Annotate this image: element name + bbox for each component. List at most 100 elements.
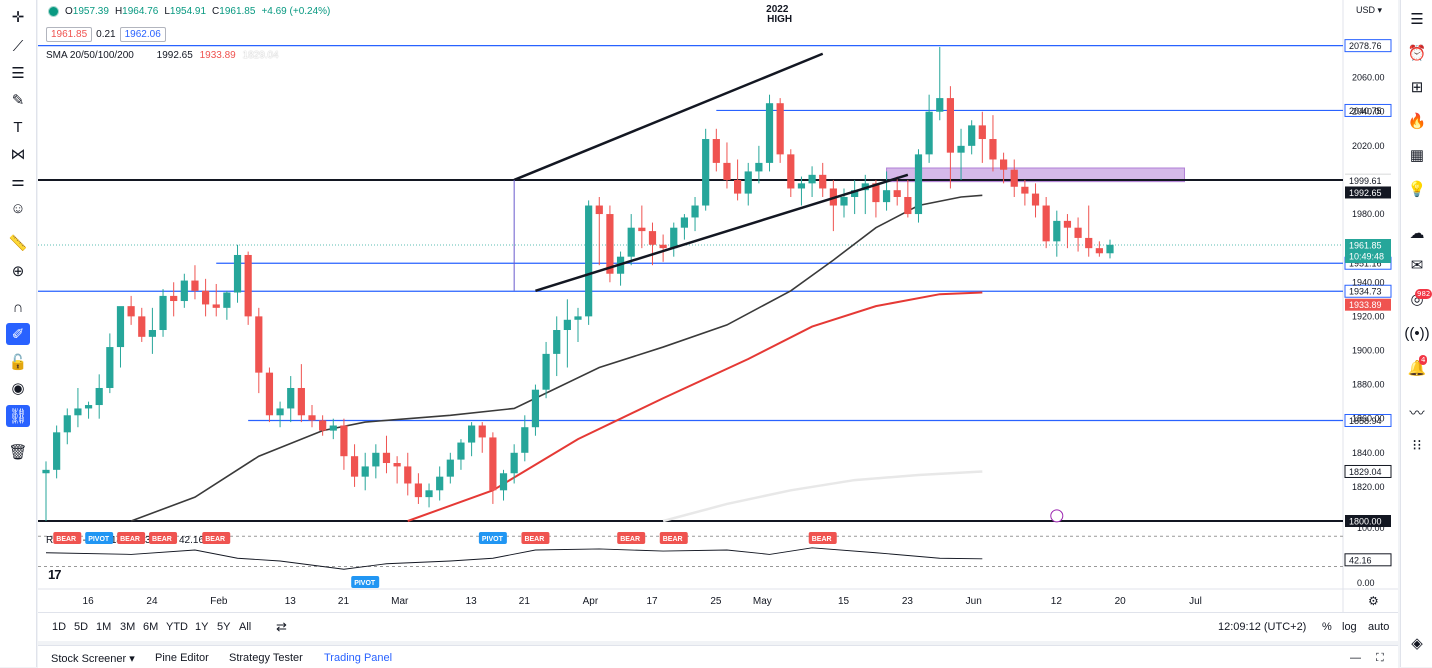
ruler-icon[interactable]: 📏: [8, 235, 28, 252]
link-icon[interactable]: ⛓: [6, 405, 30, 427]
ideas-icon[interactable]: 💡: [1407, 181, 1427, 198]
timeframe-5y[interactable]: 5Y: [217, 621, 231, 633]
magnet-icon[interactable]: ∩: [12, 298, 24, 316]
text-tool-icon[interactable]: T: [13, 118, 23, 136]
candle-body: [84, 405, 93, 409]
price-label: 1933.89: [1349, 300, 1382, 310]
y-tick-label: 1900.00: [1352, 345, 1385, 355]
lock-drawing-icon[interactable]: ✐: [6, 323, 30, 345]
log-toggle[interactable]: log: [1342, 621, 1357, 633]
pivot-marker: [351, 576, 380, 588]
candle-body: [734, 179, 742, 194]
hotlists-icon[interactable]: 🔥: [1407, 113, 1427, 130]
bear-marker: [521, 532, 550, 544]
x-tick-label: Jul: [1189, 596, 1202, 607]
emoji-icon[interactable]: ☺: [10, 199, 26, 217]
tradingview-logo: 17: [48, 567, 62, 582]
level-label: 1858.94: [1349, 416, 1382, 426]
date-range-icon[interactable]: ⇄: [276, 619, 287, 634]
minimize-icon[interactable]: —: [1350, 652, 1361, 664]
crosshair-icon[interactable]: ✛: [11, 9, 25, 26]
timeframe-1y[interactable]: 1Y: [195, 621, 209, 633]
pattern-icon[interactable]: ⋈: [10, 146, 26, 163]
candle-body: [212, 304, 220, 308]
candle-body: [276, 408, 284, 416]
pivot-marker: [85, 532, 114, 544]
timeframe-6m[interactable]: 6M: [143, 621, 159, 633]
candle-body: [627, 227, 635, 257]
candle-body: [712, 139, 720, 163]
zoom-in-icon[interactable]: ⊕: [11, 263, 25, 280]
percent-toggle[interactable]: %: [1322, 621, 1332, 633]
x-tick-label: 13: [466, 596, 478, 607]
price-label-box: [1345, 298, 1391, 311]
tab-pine-editor[interactable]: Pine Editor: [155, 652, 209, 664]
sma-value-1: 1992.65: [156, 50, 193, 61]
clock-time[interactable]: 12:09:12 (UTC+2): [1218, 621, 1307, 633]
candle-body: [265, 372, 274, 416]
horizontal-lines-icon[interactable]: ☰: [11, 65, 25, 82]
calendar-icon[interactable]: ▦: [1409, 147, 1425, 164]
sma-legend[interactable]: SMA 20/50/100/200 1992.65 1933.89 1829.0…: [46, 50, 283, 61]
candle-body: [436, 476, 444, 491]
candle-body: [521, 427, 529, 453]
candle-body: [223, 292, 231, 308]
candle-body: [563, 319, 571, 331]
price-chart[interactable]: 2078.762040.751951.161934.731858.942000.…: [38, 0, 1398, 612]
open-label: O: [65, 6, 73, 17]
tab-trading-panel[interactable]: Trading Panel: [324, 652, 393, 664]
chat-icon[interactable]: ☁: [1409, 225, 1425, 242]
left-toolbar: ✛ ⟋ ☰ ✎ T ⋈ ⚌ ☺ 📏 ⊕ ∩ ✐ 🔓 ◉ ⛓ 🗑: [0, 0, 37, 667]
trash-icon[interactable]: 🗑: [8, 444, 28, 461]
y-tick-label: 2060.00: [1352, 73, 1385, 83]
candle-body: [170, 295, 178, 302]
candle-body: [723, 162, 731, 180]
x-tick-label: Jun: [966, 596, 982, 607]
broadcast-icon[interactable]: ((•)): [1404, 324, 1430, 342]
trading-icon[interactable]: 〰: [1409, 404, 1425, 422]
eye-icon[interactable]: ◉: [11, 380, 25, 397]
candle-body: [787, 154, 795, 189]
maximize-icon[interactable]: ⛶: [1376, 652, 1384, 664]
candle-body: [95, 387, 103, 406]
level-label: 2040.75: [1349, 106, 1382, 116]
candle-body: [691, 205, 699, 218]
timeframe-5d[interactable]: 5D: [74, 621, 89, 633]
candle-body: [925, 111, 933, 155]
auto-toggle[interactable]: auto: [1368, 621, 1390, 633]
timeframe-3m[interactable]: 3M: [120, 621, 136, 633]
marker-label: BEAR: [524, 536, 544, 543]
x-tick-label: Apr: [583, 596, 599, 607]
candle-body: [1106, 244, 1114, 254]
dom-icon[interactable]: ⁝⁝: [1412, 437, 1422, 454]
timeframe-1d[interactable]: 1D: [52, 621, 67, 633]
tab-strategy-tester[interactable]: Strategy Tester: [229, 652, 303, 664]
watchlist-icon[interactable]: ☰: [1410, 11, 1424, 28]
timeframe-1m[interactable]: 1M: [96, 621, 112, 633]
chart-area[interactable]: 2078.762040.751951.161934.731858.942000.…: [38, 0, 1398, 641]
tab-stock-screener[interactable]: Stock Screener ▾: [51, 652, 135, 665]
buy-price-button[interactable]: 1962.06: [119, 27, 166, 42]
candle-body: [127, 306, 135, 317]
y-tick-label: 1860.00: [1352, 414, 1385, 424]
candle-body: [499, 473, 508, 491]
x-tick-label: 13: [285, 596, 297, 607]
measure-settings-icon[interactable]: ⚌: [11, 173, 25, 190]
alerts-icon[interactable]: ⏰: [1407, 45, 1427, 62]
x-tick-label: May: [753, 596, 772, 607]
currency-selector[interactable]: USD ▾: [1356, 5, 1383, 15]
candle-body: [148, 330, 156, 337]
rsi-current-label: 42.16: [1349, 555, 1372, 565]
layers-icon[interactable]: ◈: [1411, 635, 1423, 652]
timeframe-ytd[interactable]: YTD: [166, 621, 188, 633]
timeframe-all[interactable]: All: [239, 621, 252, 633]
level-label-box: [1344, 284, 1392, 298]
data-window-icon[interactable]: ⊞: [1410, 79, 1424, 96]
candle-body: [968, 125, 976, 146]
messages-icon[interactable]: ✉: [1410, 257, 1424, 274]
unlock-icon[interactable]: 🔓: [8, 354, 28, 371]
trend-line-icon[interactable]: ⟋: [12, 37, 24, 55]
current-price-box: [1345, 239, 1391, 264]
brush-icon[interactable]: ✎: [11, 92, 25, 109]
sell-price-button[interactable]: 1961.85: [46, 27, 93, 42]
